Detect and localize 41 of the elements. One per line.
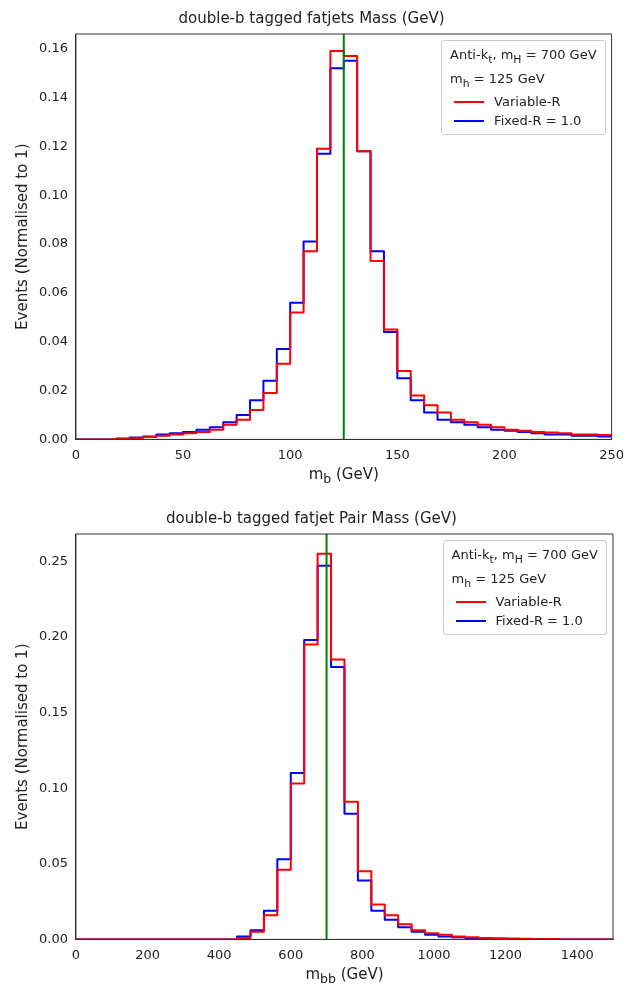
x-tick-label: 600 <box>278 946 304 962</box>
y-tick-label: 0.00 <box>38 930 68 946</box>
x-tick-label: 50 <box>174 446 192 462</box>
x-axis-title: m$_{b}$ (GeV) <box>308 465 379 487</box>
legend-label: Variable-R <box>495 593 562 612</box>
y-tick-label: 0.00 <box>38 430 68 446</box>
y-axis-title: Events (Normalised to 1) <box>12 643 31 830</box>
x-tick-label: 100 <box>277 446 303 462</box>
legend-label: Variable-R <box>494 93 561 112</box>
chart-title: double-b tagged fatjets Mass (GeV) <box>178 8 445 27</box>
y-tick-label: 0.12 <box>38 137 68 153</box>
y-tick-label: 0.04 <box>38 333 68 349</box>
x-tick-label: 0 <box>71 446 81 462</box>
y-tick-label: 0.10 <box>38 779 68 795</box>
x-tick-label: 200 <box>135 946 160 962</box>
text: Anti-k$_{t}$, m$_{H}$ = 700 GeV m$_{h}$ = 125 GeV <box>450 47 597 90</box>
x-tick-label: 250 <box>599 446 625 462</box>
y-tick-label: 0.20 <box>38 628 68 644</box>
y-tick-label: 0.02 <box>38 381 68 397</box>
x-tick-label: 200 <box>492 446 517 462</box>
x-tick-label: 0 <box>71 946 81 962</box>
y-tick-label: 0.06 <box>38 284 68 300</box>
y-tick-label: 0.08 <box>38 235 68 251</box>
y-tick-label: 0.10 <box>38 186 68 202</box>
y-tick-label: 0.14 <box>38 88 68 104</box>
x-axis-title: m$_{bb}$ (GeV) <box>305 965 384 987</box>
x-tick-label: 1400 <box>560 946 594 962</box>
x-tick-label: 150 <box>384 446 410 462</box>
y-tick-label: 0.25 <box>38 552 68 568</box>
y-tick-label: 0.16 <box>38 40 68 56</box>
x-tick-label: 1200 <box>489 946 523 962</box>
chart-title: double-b tagged fatjet Pair Mass (GeV) <box>166 508 457 527</box>
y-axis-title: Events (Normalised to 1) <box>12 143 31 330</box>
x-tick-label: 800 <box>349 946 375 962</box>
y-tick-label: 0.15 <box>38 703 68 719</box>
x-tick-label: 400 <box>206 946 232 962</box>
text: Anti-k$_{t}$, m$_{H}$ = 700 GeV m$_{h}$ = 125 GeV <box>451 547 598 590</box>
x-tick-label: 1000 <box>417 946 451 962</box>
legend-label: Fixed-R = 1.0 <box>494 112 582 131</box>
y-tick-label: 0.05 <box>38 855 68 871</box>
legend-label: Fixed-R = 1.0 <box>495 612 583 631</box>
